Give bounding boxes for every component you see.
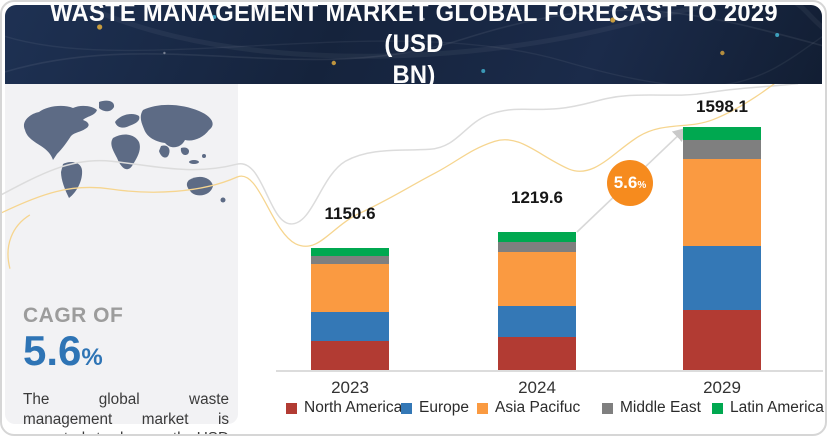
title-banner: WASTE MANAGEMENT MARKET GLOBAL FORECAST … xyxy=(5,5,822,84)
cagr-value-percent: % xyxy=(81,344,103,371)
legend-label: Latin America xyxy=(730,399,824,416)
legend-label: Asia Pacifuc xyxy=(495,399,581,416)
market-description: The global waste management market is ex… xyxy=(23,391,229,434)
stacked-bar-2024 xyxy=(498,232,576,370)
bar-segment-europe xyxy=(311,312,389,342)
page-title-line2: BN) xyxy=(391,61,436,84)
growth-rate-badge: 5.6% xyxy=(607,160,653,206)
bar-total-label: 1219.6 xyxy=(511,188,563,207)
cagr-value-number: 5.6 xyxy=(23,327,82,374)
bar-total-label: 1150.6 xyxy=(324,204,376,223)
legend-item-asia-pacifuc: Asia Pacifuc xyxy=(477,399,580,417)
bar-segment-europe xyxy=(498,305,576,337)
legend-label: North America xyxy=(304,399,403,416)
bar-segment-latin-america xyxy=(498,232,576,243)
legend-swatch-middle-east xyxy=(602,402,613,414)
stacked-bar-2029 xyxy=(683,127,761,370)
growth-rate-percent: % xyxy=(637,179,647,191)
axis-category-label: 2029 xyxy=(703,378,741,397)
cagr-value: 5.6% xyxy=(23,328,229,381)
legend-label: Middle East xyxy=(620,399,701,416)
bar-segment-middle-east xyxy=(683,139,761,159)
legend-item-middle-east: Middle East xyxy=(602,399,701,417)
axis-category-label: 2023 xyxy=(331,378,369,397)
bar-segment-asia-pacifuc xyxy=(311,264,389,313)
bar-segment-north-america xyxy=(683,309,761,370)
bar-segment-asia-pacifuc xyxy=(683,158,761,246)
stacked-bar-2023 xyxy=(311,248,389,370)
legend-swatch-latin-america xyxy=(712,402,723,414)
axis-category-label: 2024 xyxy=(518,378,556,397)
cagr-label: CAGR OF xyxy=(23,304,124,327)
growth-rate-value: 5.6 xyxy=(613,173,638,192)
bar-total-label: 1598.1 xyxy=(696,97,748,116)
legend-label: Europe xyxy=(419,399,469,416)
bar-segment-north-america xyxy=(311,341,389,370)
bar-segment-asia-pacifuc xyxy=(498,251,576,306)
world-map-icon xyxy=(23,100,226,203)
x-axis-line xyxy=(276,370,823,372)
summary-panel: CAGR OF 5.6% The global waste management… xyxy=(5,84,238,434)
chart-canvas: 1150.6 2023 1219.6 2024 1598.1 2029 5.6% Nort… xyxy=(238,83,825,434)
bar-segment-middle-east xyxy=(311,256,389,265)
legend-item-latin-america: Latin America xyxy=(712,399,824,417)
bar-segment-middle-east xyxy=(498,242,576,252)
legend-item-north-america: North America xyxy=(286,399,402,417)
page-title-line1: WASTE MANAGEMENT MARKET GLOBAL FORECAST … xyxy=(49,5,778,58)
legend-swatch-asia-pacifuc xyxy=(477,402,488,414)
cagr-summary: CAGR OF 5.6% The global waste management… xyxy=(23,304,229,434)
bar-segment-north-america xyxy=(498,336,576,370)
legend-swatch-north-america xyxy=(286,402,297,414)
legend-item-europe: Europe xyxy=(401,399,469,417)
page-title: WASTE MANAGEMENT MARKET GLOBAL FORECAST … xyxy=(38,5,789,84)
legend-swatch-europe xyxy=(401,402,412,414)
bar-segment-latin-america xyxy=(683,127,761,140)
bar-segment-europe xyxy=(683,245,761,310)
bar-segment-latin-america xyxy=(311,248,389,257)
